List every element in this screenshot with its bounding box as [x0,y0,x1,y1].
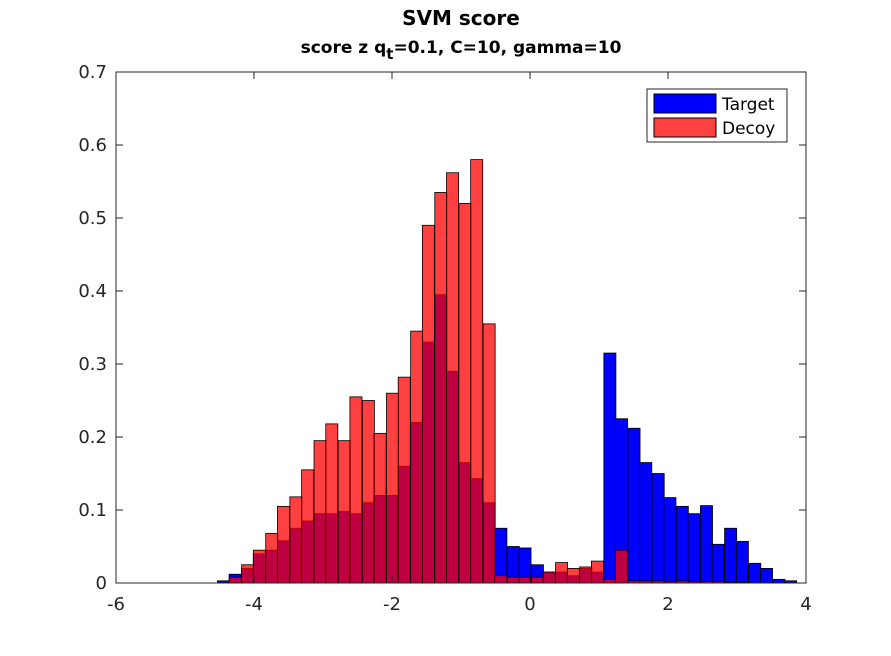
bar-decoy-31 [603,578,617,584]
bar-decoy-29 [579,566,593,584]
bar-decoy-13 [386,392,399,584]
y-tick-label-3: 0.3 [78,354,107,375]
y-tick-label-5: 0.5 [78,208,107,229]
x-tick-label-5: 4 [800,594,811,615]
bar-decoy-18 [446,172,459,584]
legend: Target Decoy [646,88,788,143]
bar-decoy-22 [494,575,508,584]
bar-decoy-4 [277,505,290,584]
x-tick-label-1: -4 [245,594,263,615]
bar-decoy-0 [228,576,242,584]
bar-target-40 [700,505,713,584]
bar-decoy-26 [542,571,556,584]
bar-target-37 [663,497,677,584]
legend-label-target: Target [721,95,775,115]
x-tick-label-3: 0 [524,594,535,615]
x-tick-label-0: -6 [107,594,125,615]
bar-decoy-32 [615,549,629,584]
bar-decoy-7 [313,440,327,584]
bar-decoy-21 [482,323,496,584]
bar-decoy-14 [397,376,411,584]
bar-decoy-23 [506,576,520,584]
bar-decoy-24 [518,576,532,584]
y-tick-label-4: 0.4 [78,281,107,302]
bar-decoy-30 [591,560,604,584]
bar-decoy-1 [241,564,255,584]
x-tick-label-2: -2 [383,594,401,615]
bar-decoy-28 [566,568,580,584]
bar-target-45 [760,568,773,584]
bar-target-38 [675,505,689,584]
bar-decoy-27 [555,562,569,584]
bar-target-23 [494,527,508,584]
chart-subtitle: score z qt=0.1, C=10, gamma=10 [301,38,622,63]
legend-swatch-target [653,93,717,114]
bar-decoy-2 [252,549,266,584]
bar-decoy-11 [361,400,375,584]
y-tick-label-2: 0.2 [78,427,107,448]
bar-target-43 [735,540,749,584]
bar-target-39 [687,513,701,584]
bar-decoy-20 [470,159,484,584]
bar-target-36 [651,473,665,584]
legend-swatch-decoy [653,117,717,138]
bar-target-32 [603,352,617,584]
bar-decoy-5 [289,496,303,584]
y-tick-label-7: 0.7 [78,62,107,83]
bar-decoy-12 [373,432,387,584]
bar-target-44 [748,562,762,584]
ticks-layer: -6 -4 -2 0 2 4 0 0.1 0.2 0.3 0.4 0.5 0.6 0.7 [78,62,811,615]
bar-decoy-17 [434,192,448,584]
bar-target-42 [724,527,738,584]
y-tick-label-6: 0.6 [78,135,107,156]
chart-title: SVM score [402,6,520,30]
legend-label-decoy: Decoy [722,119,775,139]
bar-decoy-3 [265,532,279,584]
y-tick-label-0: 0 [96,573,107,594]
bar-decoy-6 [301,469,315,584]
bar-target-34 [627,427,641,584]
bar-decoy-19 [458,202,472,584]
x-tick-label-4: 2 [662,594,673,615]
axes-box [115,71,807,584]
bar-decoy-15 [410,330,424,584]
bar-target-35 [639,462,653,584]
bar-decoy-25 [530,576,544,584]
bar-target-41 [711,543,725,584]
bar-decoy-8 [325,423,339,584]
bar-decoy-10 [349,396,363,584]
bars-layer [217,159,798,584]
y-tick-label-1: 0.1 [78,500,107,521]
bar-target-46 [772,578,786,584]
bar-decoy-9 [337,440,351,584]
bar-decoy-16 [421,224,435,584]
